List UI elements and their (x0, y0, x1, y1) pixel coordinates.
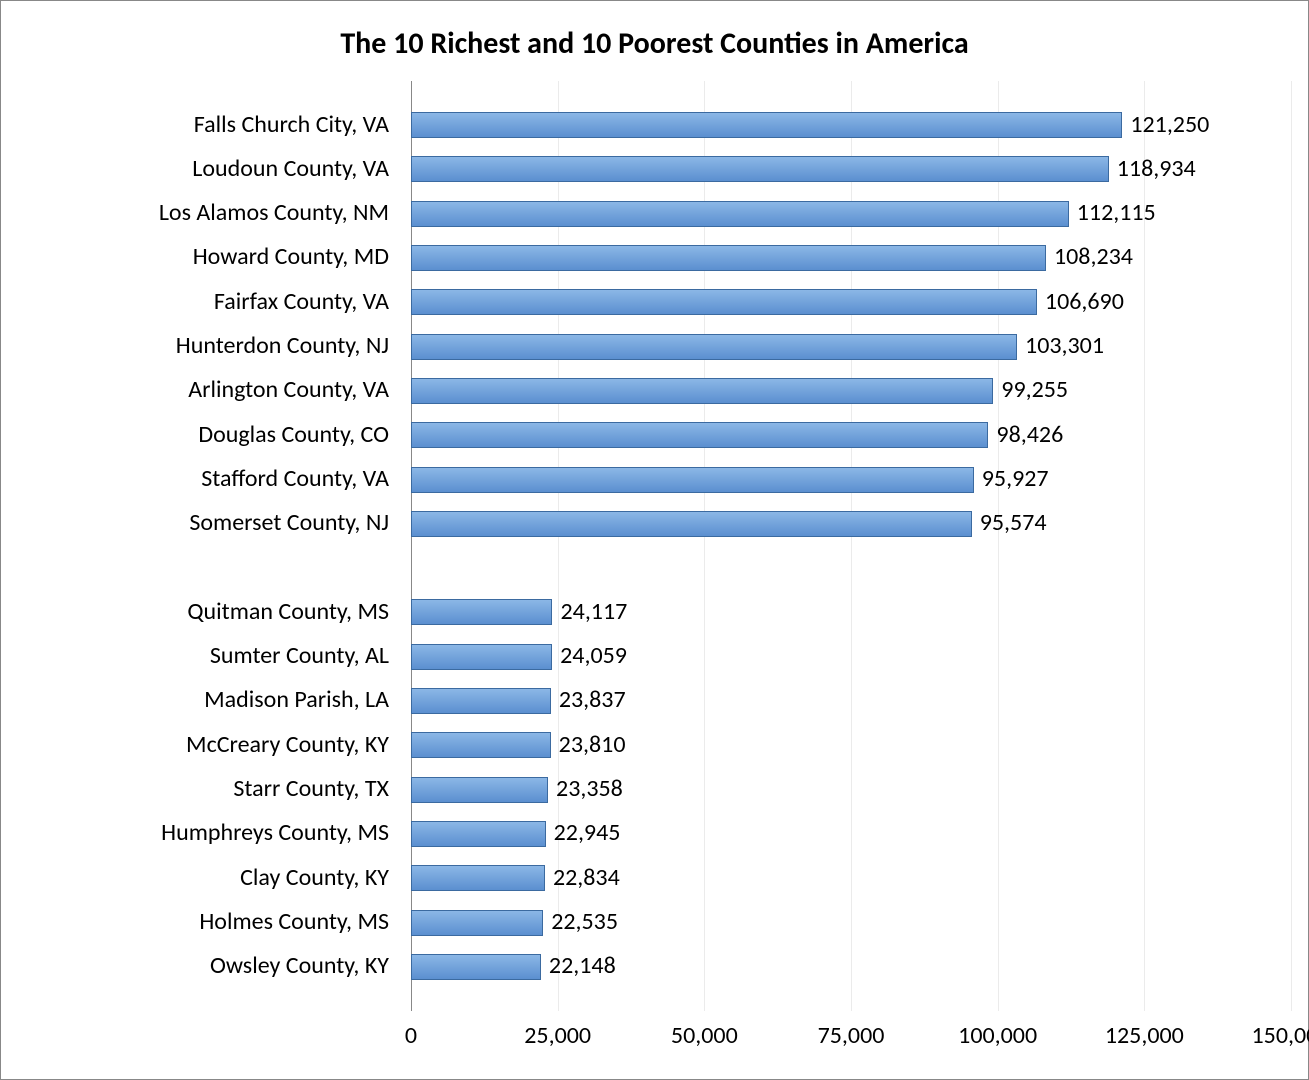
bar-value-label: 23,358 (556, 774, 623, 803)
bar (411, 422, 988, 448)
gridline (1291, 81, 1292, 1011)
x-tick-label: 25,000 (524, 1021, 591, 1050)
bar (411, 777, 548, 803)
x-tick-label: 0 (405, 1021, 417, 1050)
bar-value-label: 22,834 (553, 863, 620, 892)
bar (411, 467, 974, 493)
bar (411, 245, 1046, 271)
bar-value-label: 112,115 (1077, 198, 1156, 227)
bar (411, 599, 552, 625)
y-axis-label: Quitman County, MS (187, 597, 389, 626)
y-axis-label: McCreary County, KY (186, 730, 389, 759)
y-axis-label: Humphreys County, MS (161, 818, 389, 847)
y-axis-label: Clay County, KY (240, 863, 389, 892)
bar (411, 954, 541, 980)
bar (411, 865, 545, 891)
bar (411, 378, 993, 404)
bar-value-label: 23,837 (559, 685, 626, 714)
y-axis-label: Owsley County, KY (210, 951, 389, 980)
y-axis-label: Fairfax County, VA (214, 287, 389, 316)
bar (411, 112, 1122, 138)
bar-value-label: 95,927 (982, 464, 1049, 493)
bar (411, 156, 1109, 182)
y-axis-label: Madison Parish, LA (204, 685, 389, 714)
chart-title: The 10 Richest and 10 Poorest Counties i… (1, 25, 1308, 62)
x-tick-label: 50,000 (671, 1021, 738, 1050)
bar (411, 732, 551, 758)
y-axis-label: Somerset County, NJ (189, 508, 389, 537)
bar (411, 201, 1069, 227)
y-axis-label: Los Alamos County, NM (159, 198, 389, 227)
bar-value-label: 23,810 (559, 730, 626, 759)
bar-value-label: 24,117 (560, 597, 627, 626)
bar-value-label: 108,234 (1054, 242, 1133, 271)
plot-area: 121,250 118,934 112,115 108,234 106,690 103,3… (411, 81, 1291, 1011)
y-axis-label: Falls Church City, VA (194, 110, 389, 139)
bar-value-label: 98,426 (996, 420, 1063, 449)
bar-value-label: 95,574 (980, 508, 1047, 537)
bar (411, 688, 551, 714)
bar (411, 821, 546, 847)
x-tick-label: 150,000 (1252, 1021, 1309, 1050)
y-axis-label: Starr County, TX (233, 774, 389, 803)
y-axis-label: Stafford County, VA (201, 464, 389, 493)
bar-value-label: 22,945 (554, 818, 621, 847)
bar-value-label: 24,059 (560, 641, 627, 670)
bar (411, 910, 543, 936)
bar-value-label: 103,301 (1025, 331, 1104, 360)
bar (411, 644, 552, 670)
bar-value-label: 22,535 (551, 907, 618, 936)
bar-chart: The 10 Richest and 10 Poorest Counties i… (0, 0, 1309, 1080)
y-axis-label: Douglas County, CO (198, 420, 389, 449)
bar-value-label: 106,690 (1045, 287, 1124, 316)
y-axis-label: Sumter County, AL (210, 641, 389, 670)
x-tick-label: 100,000 (958, 1021, 1037, 1050)
y-axis-label: Hunterdon County, NJ (176, 331, 389, 360)
bar-value-label: 22,148 (549, 951, 616, 980)
bar-value-label: 118,934 (1117, 154, 1196, 183)
bar (411, 289, 1037, 315)
y-axis-label: Holmes County, MS (199, 907, 389, 936)
y-axis-label: Loudoun County, VA (192, 154, 389, 183)
bar (411, 511, 972, 537)
y-axis-label: Howard County, MD (193, 242, 389, 271)
y-axis-label: Arlington County, VA (188, 375, 389, 404)
bar-value-label: 121,250 (1130, 110, 1209, 139)
x-tick-label: 125,000 (1105, 1021, 1184, 1050)
bar (411, 334, 1017, 360)
x-tick-label: 75,000 (818, 1021, 885, 1050)
bar-value-label: 99,255 (1001, 375, 1068, 404)
